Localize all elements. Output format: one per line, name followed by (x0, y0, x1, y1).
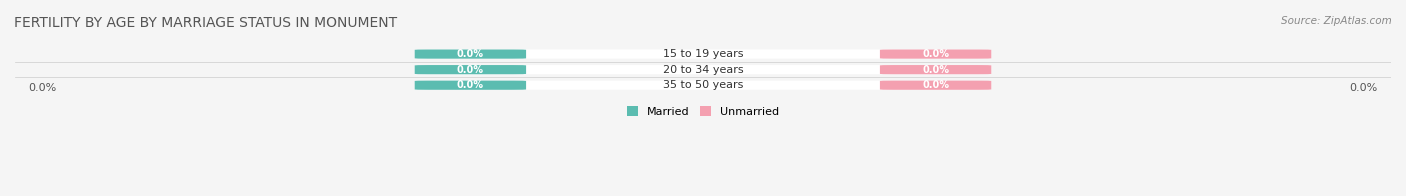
FancyBboxPatch shape (415, 81, 991, 90)
Text: 0.0%: 0.0% (922, 49, 949, 59)
Text: 0.0%: 0.0% (457, 65, 484, 75)
FancyBboxPatch shape (880, 50, 991, 59)
FancyBboxPatch shape (415, 81, 526, 90)
Text: 15 to 19 years: 15 to 19 years (662, 49, 744, 59)
Text: Source: ZipAtlas.com: Source: ZipAtlas.com (1281, 16, 1392, 26)
FancyBboxPatch shape (880, 81, 991, 90)
Text: 0.0%: 0.0% (457, 49, 484, 59)
Legend: Married, Unmarried: Married, Unmarried (621, 102, 785, 121)
Text: 0.0%: 0.0% (1350, 83, 1378, 93)
Text: 35 to 50 years: 35 to 50 years (662, 80, 744, 90)
FancyBboxPatch shape (880, 65, 991, 74)
Text: 0.0%: 0.0% (457, 80, 484, 90)
Text: 0.0%: 0.0% (922, 65, 949, 75)
FancyBboxPatch shape (415, 50, 526, 59)
FancyBboxPatch shape (415, 65, 991, 74)
FancyBboxPatch shape (415, 65, 526, 74)
FancyBboxPatch shape (415, 50, 991, 59)
Text: FERTILITY BY AGE BY MARRIAGE STATUS IN MONUMENT: FERTILITY BY AGE BY MARRIAGE STATUS IN M… (14, 16, 396, 30)
Text: 0.0%: 0.0% (28, 83, 56, 93)
Text: 20 to 34 years: 20 to 34 years (662, 65, 744, 75)
Text: 0.0%: 0.0% (922, 80, 949, 90)
